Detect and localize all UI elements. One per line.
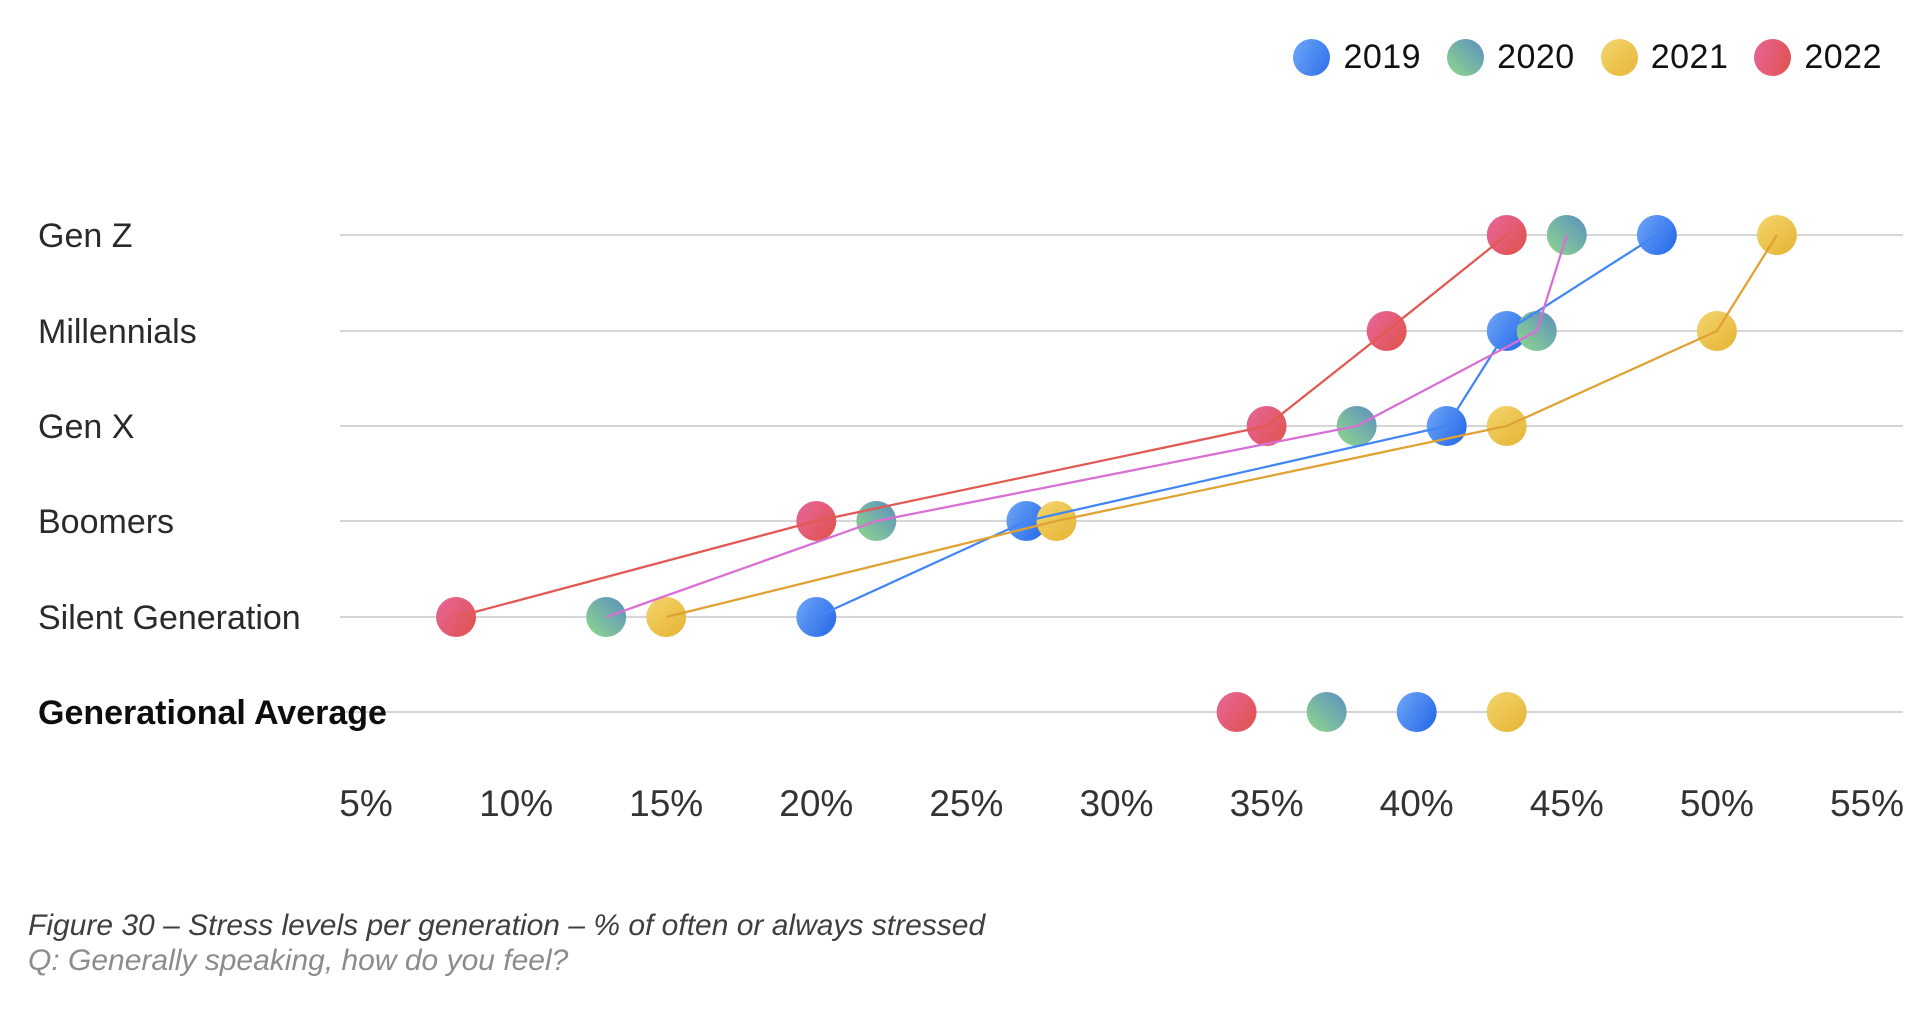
legend-dot-2019-icon <box>1293 39 1331 76</box>
x-tick-label: 35% <box>1230 783 1304 824</box>
dot-plot: Gen Z Millennials Gen X Boomers Silent Gener… <box>38 215 1904 824</box>
legend-item-2020: 2020 <box>1447 38 1575 77</box>
series-line-2019 <box>815 234 1658 619</box>
series-line-2022 <box>455 234 1508 619</box>
category-label: Generational Average <box>38 694 387 732</box>
legend-item-2022: 2022 <box>1754 38 1882 77</box>
legend: 2019 2020 2021 2022 <box>1293 38 1882 77</box>
category-label: Silent Generation <box>38 599 301 637</box>
legend-label-2022: 2022 <box>1804 38 1882 76</box>
series-line-2020 <box>605 234 1568 619</box>
category-label: Boomers <box>38 503 174 541</box>
category-label: Gen X <box>38 408 134 446</box>
figure-caption: Figure 30 – Stress levels per generation… <box>28 909 986 942</box>
legend-dot-2020-icon <box>1447 39 1485 76</box>
figure-caption-block: Figure 30 – Stress levels per generation… <box>28 908 985 978</box>
legend-dot-2021-icon <box>1600 39 1638 76</box>
x-tick-label: 55% <box>1830 783 1904 824</box>
dot-2022-generational-average <box>1216 692 1257 732</box>
legend-label-2020: 2020 <box>1497 38 1575 76</box>
question-caption: Q: Generally speaking, how do you feel? <box>28 944 569 977</box>
x-tick-label: 15% <box>629 783 703 824</box>
x-tick-label: 20% <box>779 783 853 824</box>
category-label: Gen Z <box>38 217 132 255</box>
x-tick-label: 25% <box>929 783 1003 824</box>
legend-label-2019: 2019 <box>1343 38 1422 76</box>
dot-2020-generational-average <box>1306 692 1347 732</box>
legend-item-2021: 2021 <box>1600 38 1729 77</box>
x-tick-label: 50% <box>1680 783 1754 824</box>
x-tick-label: 5% <box>339 783 392 824</box>
x-tick-label: 40% <box>1380 783 1454 824</box>
category-label: Millennials <box>38 313 197 351</box>
legend-dot-2022-icon <box>1754 39 1792 76</box>
dot-2019-generational-average <box>1396 692 1437 732</box>
x-tick-label: 30% <box>1079 783 1153 824</box>
dot-2021-generational-average <box>1486 692 1527 732</box>
series-line-2021 <box>665 234 1778 619</box>
x-tick-label: 45% <box>1530 783 1604 824</box>
legend-label-2021: 2021 <box>1650 38 1729 76</box>
x-tick-label: 10% <box>479 783 553 824</box>
legend-item-2019: 2019 <box>1293 38 1421 77</box>
